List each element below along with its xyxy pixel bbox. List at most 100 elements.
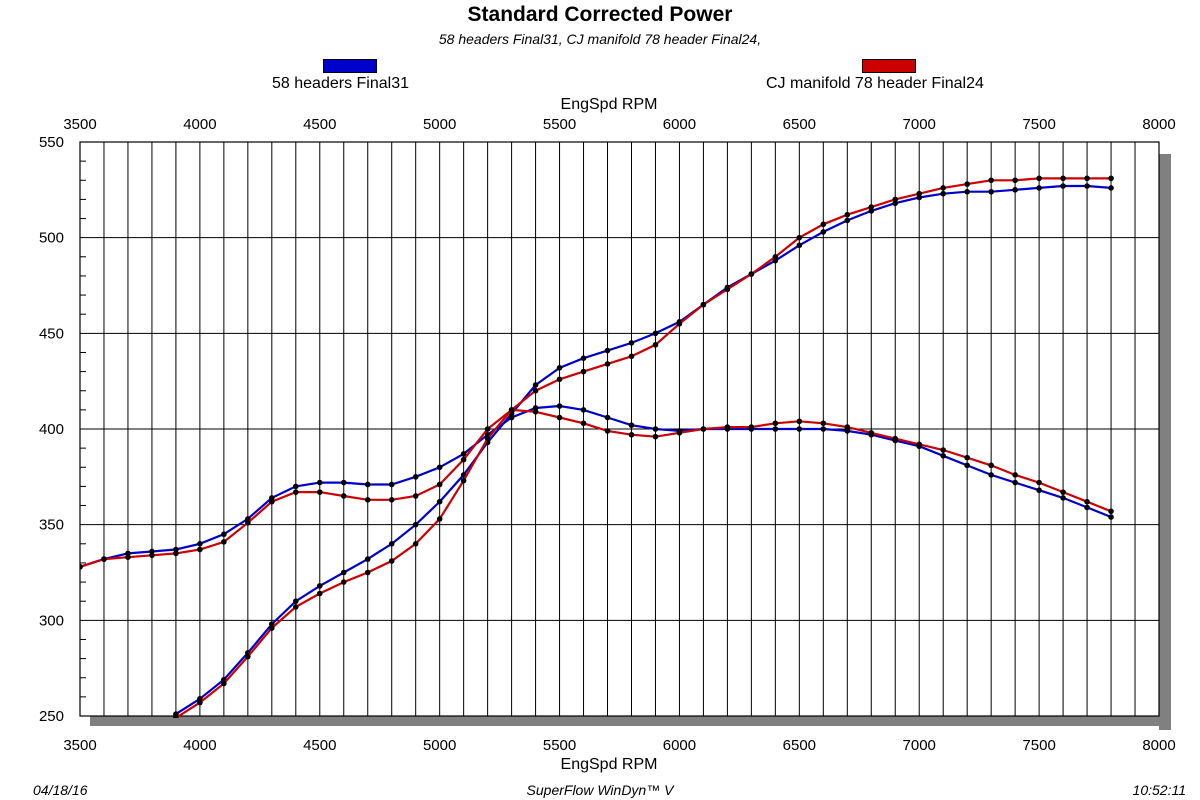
series-2-torque-point [149, 552, 155, 559]
x-tick-label-bottom: 3500 [63, 737, 96, 754]
series-2-torque-point [796, 418, 803, 425]
series-2-power-point [1084, 175, 1090, 182]
series-1-power-point [796, 242, 803, 249]
series-1-torque-point [796, 426, 803, 432]
series-2-power-point [868, 204, 875, 210]
series-1-torque-point [1036, 487, 1042, 494]
x-tick-label-top: 8000 [1142, 116, 1175, 133]
x-tick-label-top: 7500 [1022, 116, 1055, 133]
series-1-power-point [388, 541, 395, 547]
series-1-torque-point [316, 479, 323, 486]
series-1-torque-line [80, 404, 1112, 568]
x-tick-label-bottom: 7000 [903, 737, 936, 754]
series-2-power-point [245, 653, 251, 660]
series-2-torque-point [293, 489, 299, 495]
x-tick-label-top: 3500 [63, 116, 96, 133]
x-tick-label-bottom: 4500 [303, 737, 336, 754]
series-2-torque-point [1108, 508, 1114, 515]
series-1-power-point [892, 200, 899, 207]
x-tick-label-bottom: 5500 [543, 737, 576, 754]
series-1-torque-point [940, 452, 946, 459]
series-2-power-point [436, 516, 443, 522]
series-2-power-point [460, 477, 467, 484]
series-1-power-point [293, 598, 299, 604]
footer-software: SuperFlow WinDyn™ V [526, 782, 674, 798]
y-tick-label: 300 [39, 612, 64, 629]
series-1-torque-point [556, 403, 563, 409]
series-2-torque-point [604, 428, 611, 434]
series-1-torque-point [628, 422, 635, 428]
series-2-power-point [388, 558, 395, 564]
series-2-power-point [940, 185, 946, 191]
series-2-power-point [580, 368, 587, 375]
series-1-power-point [412, 521, 419, 528]
series-1-torque-point [149, 548, 155, 555]
series-2-torque-point [245, 519, 251, 526]
series-1-torque-point [580, 407, 587, 413]
series-1-power-point [316, 583, 323, 589]
series-1-power-point [556, 364, 563, 371]
series-1-torque-point [772, 426, 779, 432]
series-1-power-point [844, 217, 851, 224]
x-tick-label-top: 4000 [183, 116, 216, 133]
series-2-power-point [293, 604, 299, 610]
legend-swatch-series-2 [862, 59, 916, 73]
series-2-power-point [316, 590, 323, 597]
series-1-power-point [436, 498, 443, 505]
series-1-torque-point [652, 426, 659, 432]
y-tick-label: 350 [39, 517, 64, 534]
x-tick-label-bottom: 7500 [1022, 737, 1055, 754]
series-2-power-point [1036, 175, 1042, 182]
series-2-torque-point [80, 563, 83, 570]
plot-border [79, 141, 1160, 717]
series-2-torque-point [364, 496, 371, 503]
series-2-torque-point [580, 420, 587, 427]
series-2-torque-point [269, 498, 275, 505]
series-1-power-point [628, 340, 635, 346]
series-1-power-point [580, 355, 587, 362]
series-2-power-point [628, 353, 635, 360]
series-2-torque-point [892, 435, 899, 442]
series-1-power-point [1012, 187, 1018, 193]
y-tick-label: 250 [39, 708, 64, 725]
series-2-power-point [1012, 177, 1018, 184]
series-2-power-point [796, 234, 803, 241]
series-1-torque-point [412, 474, 419, 480]
legend-swatch-series-1 [323, 59, 377, 73]
x-tick-label-bottom: 4000 [183, 737, 216, 754]
series-1-power-point [1036, 185, 1042, 191]
series-2-power-point [772, 253, 779, 260]
series-2-torque-point [1060, 489, 1066, 495]
series-1-power-point [772, 257, 779, 264]
series-2-power-point [676, 320, 683, 327]
x-tick-label-bottom: 6000 [663, 737, 696, 754]
series-2-power-point [532, 387, 539, 394]
series-1-torque-point [988, 472, 994, 478]
y-tick-label: 400 [39, 421, 64, 438]
series-2-torque-point [916, 441, 923, 448]
series-2-torque-point [197, 546, 203, 553]
series-2-torque-point [125, 554, 131, 560]
series-1-torque-point [197, 541, 203, 547]
footer-time: 10:52:11 [1132, 782, 1186, 798]
series-2-torque-point [820, 420, 827, 427]
series-1-power-point [820, 229, 827, 235]
series-2-torque-point [173, 550, 179, 557]
series-1-power-point [173, 711, 179, 717]
series-2-torque-point [484, 426, 491, 432]
x-tick-label-top: 4500 [303, 116, 336, 133]
series-2-power-point [173, 715, 179, 718]
series-1-power-point [1108, 185, 1114, 191]
y-tick-label: 550 [39, 134, 64, 151]
legend-label-series-1: 58 headers Final31 [272, 75, 409, 92]
series-2-power-point [988, 177, 994, 184]
series-2-torque-point [844, 424, 851, 430]
series-1-power-point [1084, 183, 1090, 189]
series-1-torque-point [125, 550, 131, 557]
series-2-torque-point [412, 493, 419, 499]
series-1-power-point [1060, 183, 1066, 189]
series-2-torque-point [436, 481, 443, 488]
series-1-power-point [364, 556, 371, 562]
series-2-power-point [364, 569, 371, 576]
series-2-power-point [892, 196, 899, 203]
